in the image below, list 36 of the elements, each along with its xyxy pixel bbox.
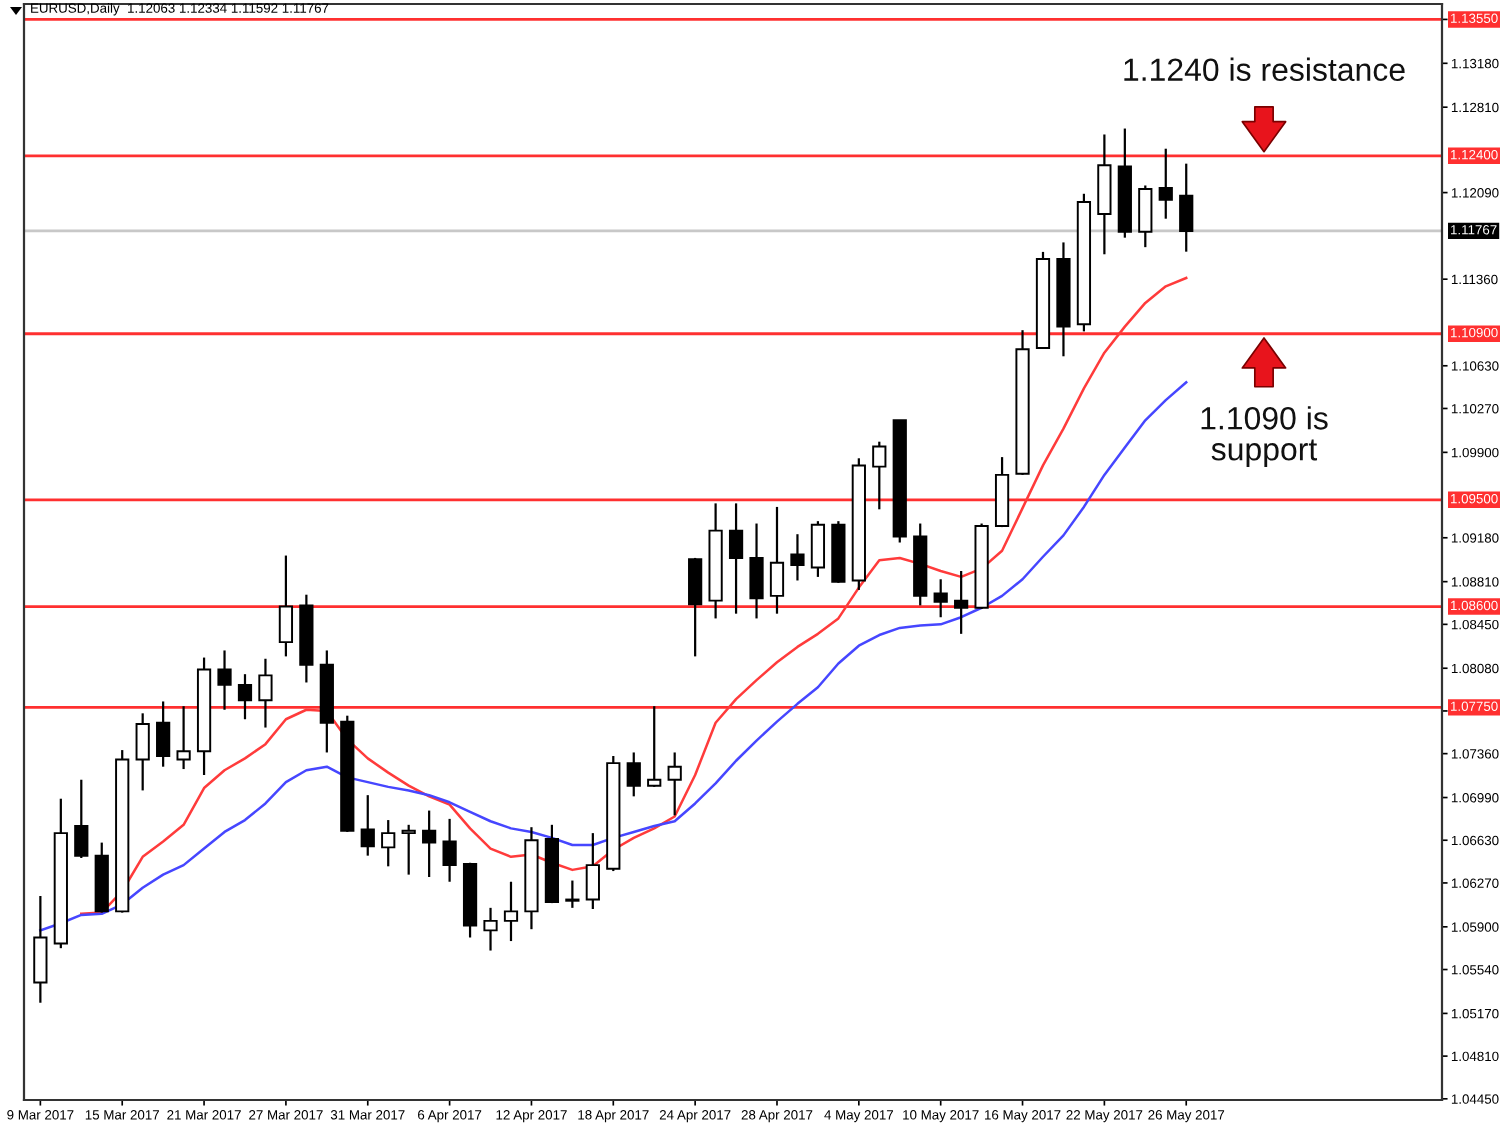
annotation: 1.1240 is resistance bbox=[1124, 57, 1405, 82]
candlestick bbox=[933, 578, 948, 619]
candlestick bbox=[381, 818, 396, 868]
candlestick bbox=[217, 649, 232, 711]
candlestick bbox=[728, 502, 744, 615]
candlestick bbox=[401, 823, 416, 876]
candlestick bbox=[1179, 162, 1194, 253]
candlestick bbox=[810, 520, 826, 579]
candlestick bbox=[1158, 147, 1173, 220]
candlestick bbox=[74, 778, 89, 860]
candlestick bbox=[667, 751, 682, 817]
candlestick bbox=[565, 879, 580, 909]
candlestick bbox=[954, 569, 969, 635]
line-series bbox=[39, 381, 1188, 932]
candlestick bbox=[176, 705, 191, 771]
candlestick bbox=[278, 554, 294, 658]
candlestick bbox=[258, 657, 273, 729]
candlestick bbox=[769, 505, 785, 615]
candlestick bbox=[647, 705, 662, 788]
candlestick bbox=[237, 673, 253, 721]
candlestick bbox=[872, 440, 887, 511]
candlestick bbox=[483, 906, 498, 952]
candlestick bbox=[135, 712, 150, 792]
candlestick bbox=[33, 894, 48, 1004]
candlestick bbox=[156, 700, 171, 768]
candlestick bbox=[626, 751, 641, 798]
candlestick bbox=[790, 533, 805, 582]
candlestick bbox=[360, 794, 375, 857]
candlestick bbox=[1138, 184, 1153, 249]
candlestick bbox=[442, 817, 457, 883]
candlestick bbox=[688, 556, 703, 658]
candlestick bbox=[422, 809, 437, 879]
candlestick bbox=[749, 522, 764, 620]
candlestick bbox=[585, 832, 600, 911]
candlestick bbox=[503, 880, 519, 943]
annotation: 1.1090 is support bbox=[1201, 406, 1328, 467]
